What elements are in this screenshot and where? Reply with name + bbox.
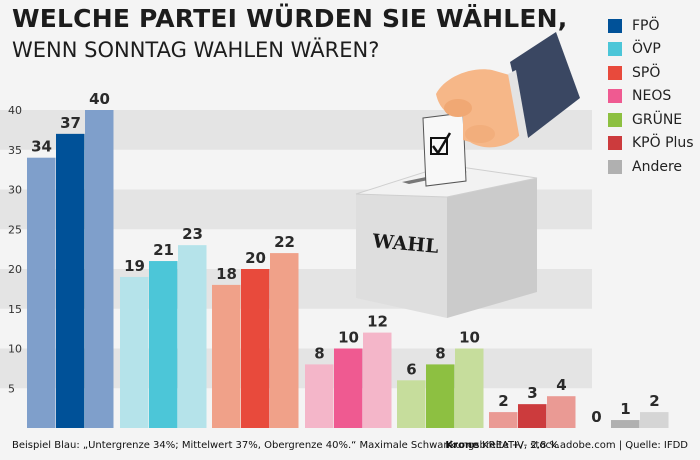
legend-item: FPÖ: [608, 14, 694, 38]
bar: [611, 420, 640, 428]
bar-value-label: 1: [620, 400, 630, 418]
legend-label: Andere: [632, 158, 683, 175]
footnote: Beispiel Blau: „Untergrenze 34%; Mittelw…: [12, 440, 560, 451]
bar-value-label: 18: [216, 265, 237, 283]
bar-value-label: 20: [245, 249, 266, 267]
bar-value-label: 2: [498, 392, 508, 410]
legend-swatch: [608, 42, 622, 57]
bar: [489, 412, 518, 428]
brand-name: Krone: [445, 440, 479, 451]
bar: [518, 404, 547, 428]
bar: [27, 157, 56, 428]
bar-value-label: 4: [556, 376, 566, 394]
legend-label: GRÜNE: [632, 111, 683, 128]
bar: [178, 245, 207, 428]
legend-item: Andere: [608, 155, 694, 179]
bar-value-label: 2: [649, 392, 659, 410]
bar-value-label: 22: [274, 233, 295, 251]
y-tick-label: 40: [8, 104, 22, 117]
bar: [455, 348, 484, 428]
legend-label: SPÖ: [632, 64, 661, 81]
legend-item: SPÖ: [608, 61, 694, 85]
y-tick-label: 25: [8, 223, 22, 236]
legend-swatch: [608, 159, 622, 174]
bar: [241, 269, 270, 428]
legend-label: FPÖ: [632, 17, 660, 34]
bar: [547, 396, 576, 428]
legend-label: KPÖ Plus: [632, 135, 694, 152]
legend-item: NEOS: [608, 85, 694, 109]
bar: [270, 253, 299, 428]
y-tick-label: 20: [8, 263, 22, 276]
legend-item: GRÜNE: [608, 108, 694, 132]
y-tick-label: 10: [8, 343, 22, 356]
y-tick-label: 5: [8, 382, 15, 395]
bar-value-label: 40: [89, 90, 110, 108]
legend-swatch: [608, 112, 622, 127]
bar-value-label: 19: [124, 257, 145, 275]
bar-value-label: 21: [153, 241, 174, 259]
chart-subtitle: WENN SONNTAG WAHLEN WÄREN?: [12, 38, 380, 62]
legend-label: NEOS: [632, 88, 672, 105]
legend-swatch: [608, 89, 622, 104]
bar: [212, 284, 241, 428]
legend: FPÖ ÖVP SPÖ NEOS GRÜNE KPÖ Plus Andere: [608, 14, 694, 179]
legend-swatch: [608, 136, 622, 151]
bar-value-label: 34: [31, 138, 52, 156]
bar: [363, 332, 392, 428]
bar-value-label: 37: [60, 114, 81, 132]
bar: [426, 364, 455, 428]
bar-value-label: 6: [406, 360, 416, 378]
y-tick-label: 30: [8, 184, 22, 197]
bar: [305, 364, 334, 428]
bar: [56, 133, 85, 428]
chart-title: WELCHE PARTEI WÜRDEN SIE WÄHLEN,: [12, 4, 568, 33]
source-credit: Krone KREATIV, stock.adobe.com | Quelle:…: [445, 440, 688, 451]
bar-value-label: 8: [435, 344, 445, 362]
bar: [149, 261, 178, 428]
y-tick-label: 35: [8, 144, 22, 157]
bar-value-label: 8: [314, 344, 324, 362]
bar: [85, 110, 114, 428]
credit-text: KREATIV, stock.adobe.com | Quelle: IFDD: [482, 440, 688, 451]
legend-swatch: [608, 65, 622, 80]
legend-label: ÖVP: [632, 41, 661, 58]
bar-value-label: 10: [459, 329, 480, 347]
legend-item: KPÖ Plus: [608, 132, 694, 156]
bar: [334, 348, 363, 428]
bar-value-label: 10: [338, 329, 359, 347]
bar-value-label: 12: [367, 313, 388, 331]
legend-swatch: [608, 18, 622, 33]
bar: [397, 380, 426, 428]
legend-item: ÖVP: [608, 38, 694, 62]
bar-value-label: 0: [591, 408, 601, 426]
y-tick-label: 15: [8, 303, 22, 316]
bar: [640, 412, 669, 428]
bar-value-label: 3: [527, 384, 537, 402]
bar-value-label: 23: [182, 225, 203, 243]
bar: [120, 276, 149, 428]
ballot-box-illustration: WAHL: [355, 32, 580, 318]
